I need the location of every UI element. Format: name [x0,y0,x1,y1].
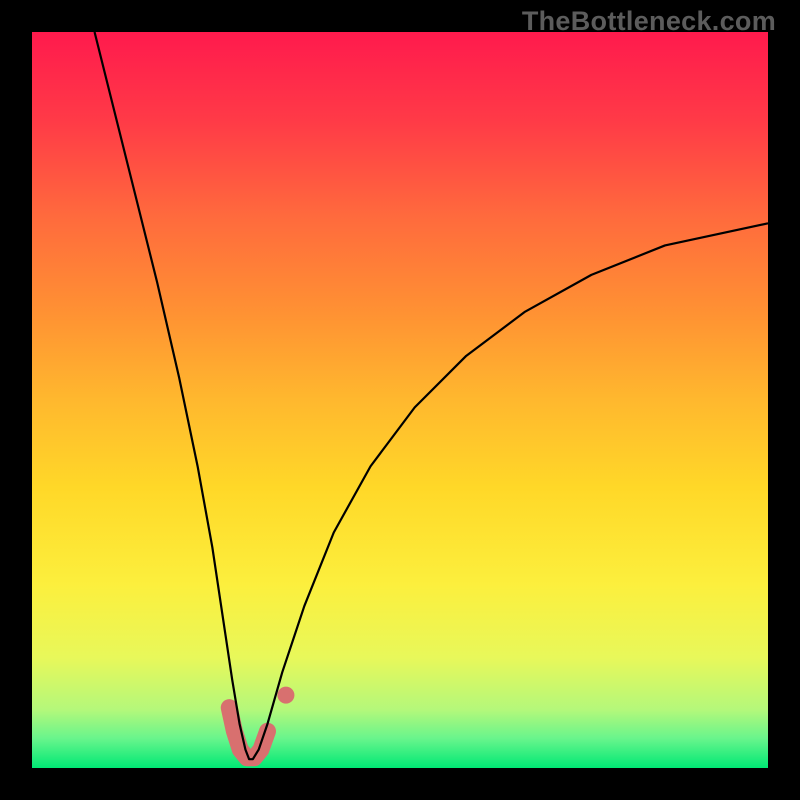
highlight-valley [229,708,267,758]
chart-root: TheBottleneck.com [0,0,800,800]
chart-overlay [0,0,800,800]
bottleneck-curve [95,32,768,759]
highlight-extra-dot [277,687,294,704]
